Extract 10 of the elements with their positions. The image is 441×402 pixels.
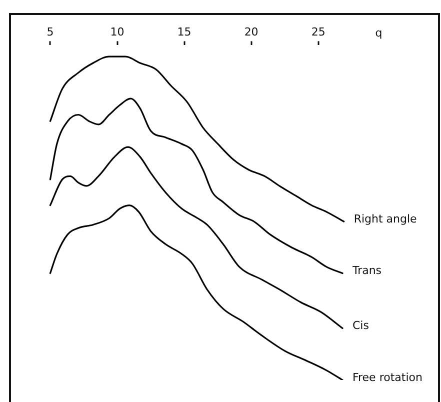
- series-label: Cis: [352, 319, 370, 332]
- series-label: Trans: [351, 264, 382, 278]
- x-tick-label: 20: [244, 25, 258, 38]
- x-tick-label: 10: [110, 25, 124, 38]
- x-tick-label: 5: [46, 25, 54, 38]
- x-tick-label: 25: [311, 25, 326, 38]
- series-label: Right angle: [354, 212, 418, 226]
- series-label: Free rotation: [352, 370, 422, 384]
- x-tick-label: 15: [177, 25, 192, 38]
- x-axis-title: q: [375, 26, 382, 40]
